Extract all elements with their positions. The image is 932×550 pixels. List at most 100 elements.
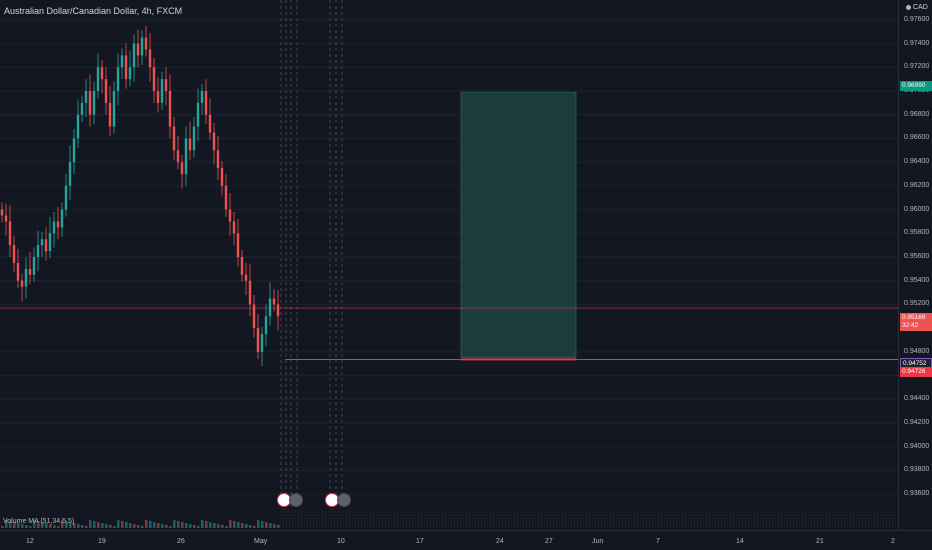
volume-bar <box>69 522 72 528</box>
candle-body <box>12 245 16 263</box>
price-tick: 0.96800 <box>904 110 930 118</box>
candle-body <box>268 298 272 317</box>
volume-bar <box>197 526 200 528</box>
price-tick: 0.95600 <box>904 253 930 260</box>
candle-body <box>48 233 52 252</box>
volume-bar <box>57 526 60 528</box>
candle-body <box>184 138 188 174</box>
event-vlines <box>280 0 343 506</box>
candle-body <box>216 150 220 169</box>
volume-bar <box>209 522 212 528</box>
volume-bar <box>157 523 160 528</box>
candle-body <box>196 102 200 127</box>
price-axis[interactable]: 0.976000.974000.972000.970000.968000.966… <box>898 0 932 530</box>
volume-bar <box>201 520 204 528</box>
volume-bar <box>129 523 132 528</box>
symbol-title[interactable]: Australian Dollar/Canadian Dollar, 4h, F… <box>4 6 183 16</box>
candle-body <box>8 221 12 246</box>
candle-body <box>156 91 160 103</box>
price-tick: 0.97200 <box>904 63 930 71</box>
volume-bar <box>185 523 188 528</box>
volume-bar <box>245 524 248 528</box>
volume-bar <box>205 521 208 528</box>
volume-bar <box>137 525 140 528</box>
volume-bar <box>165 525 168 528</box>
candle-body <box>148 49 152 68</box>
volume-bar <box>269 523 272 528</box>
candle-body <box>116 67 120 91</box>
volume-bar <box>89 520 92 528</box>
candles[interactable] <box>0 25 280 367</box>
time-tick: 2 <box>891 538 895 545</box>
volume-bar <box>9 521 12 528</box>
candle-body <box>144 37 148 50</box>
candle-body <box>172 126 176 151</box>
candle-body <box>224 185 228 210</box>
candle-body <box>200 91 204 103</box>
volume-bar <box>161 524 164 528</box>
currency-badge[interactable]: CAD <box>906 4 928 11</box>
price-tick: 0.94200 <box>904 419 930 426</box>
time-tick: Jun <box>592 538 604 545</box>
time-tick: 24 <box>496 538 504 545</box>
target-zone[interactable] <box>460 91 577 359</box>
volume-bar <box>41 522 44 528</box>
target-price-label: 0.96990 <box>900 81 932 91</box>
volume-bar <box>133 524 136 528</box>
candle-body <box>112 91 116 127</box>
candle-body <box>276 304 280 317</box>
volume-bar <box>213 523 216 528</box>
candle-body <box>160 79 164 103</box>
price-tick: 0.95800 <box>904 229 930 237</box>
news-event-icon[interactable] <box>289 493 303 507</box>
candle-body <box>20 280 24 287</box>
candle-body <box>52 221 56 234</box>
candle-body <box>152 67 156 91</box>
volume-bar <box>125 522 128 528</box>
volume-bar <box>45 523 48 528</box>
candle-body <box>108 102 112 127</box>
time-tick: 21 <box>816 538 824 545</box>
volume-bar <box>97 522 100 528</box>
candle-body <box>120 55 124 68</box>
chart-area[interactable]: Australian Dollar/Canadian Dollar, 4h, F… <box>0 0 898 530</box>
volume-indicator-label[interactable]: Volume MA (51,34,5,5) <box>3 518 75 525</box>
candle-body <box>92 91 96 115</box>
candle-body <box>88 91 92 115</box>
volume-bar <box>101 523 104 528</box>
volume-bar <box>77 524 80 528</box>
price-tick: 0.94000 <box>904 442 930 450</box>
news-event-icon[interactable] <box>337 493 351 507</box>
volume-bar <box>253 526 256 528</box>
candle-body <box>36 245 40 257</box>
price-tick: 0.93800 <box>904 466 930 474</box>
price-tick: 0.96200 <box>904 181 930 189</box>
volume-bar <box>241 523 244 528</box>
candle-body <box>132 43 136 68</box>
volume-bar <box>121 521 124 528</box>
candle-body <box>80 102 84 115</box>
candle-body <box>128 67 132 80</box>
candle-body <box>164 79 168 91</box>
price-tick: 0.96400 <box>904 158 930 166</box>
time-tick: 27 <box>545 538 553 545</box>
volume-bar <box>193 525 196 528</box>
candle-body <box>232 221 236 234</box>
candle-body <box>76 114 80 139</box>
volume-bar <box>65 521 68 528</box>
price-tick: 0.96600 <box>904 134 930 142</box>
volume-bar <box>13 522 16 528</box>
candle-body <box>236 233 240 257</box>
candle-body <box>40 239 44 246</box>
time-axis[interactable]: 12 19 26 May 10 17 24 27 Jun 7 14 21 2 <box>0 530 932 550</box>
volume-bar <box>153 522 156 528</box>
chart-canvas[interactable] <box>0 0 898 530</box>
time-tick: 14 <box>736 538 744 545</box>
candle-body <box>272 298 276 305</box>
volume-bar <box>169 526 172 528</box>
candle-body <box>44 239 48 252</box>
time-tick: 19 <box>98 538 106 545</box>
volume-bar <box>21 524 24 528</box>
grid <box>0 19 898 495</box>
volume-bar <box>233 521 236 528</box>
